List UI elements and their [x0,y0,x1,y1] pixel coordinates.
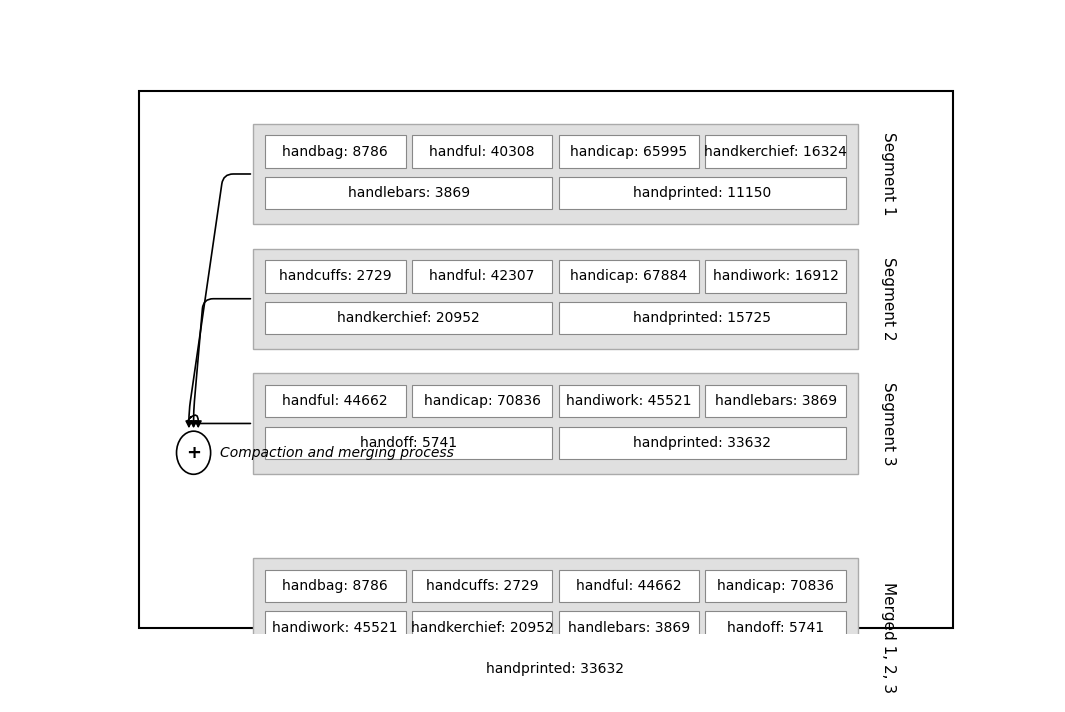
Text: handlebars: 3869: handlebars: 3869 [347,187,470,200]
Text: handiwork: 45521: handiwork: 45521 [273,621,398,634]
Text: handicap: 70836: handicap: 70836 [424,394,541,408]
Text: handprinted: 11150: handprinted: 11150 [634,187,771,200]
Bar [265,260,406,293]
Bar [559,426,846,459]
Text: handoff: 5741: handoff: 5741 [360,436,457,450]
Text: handprinted: 33632: handprinted: 33632 [487,662,624,676]
Bar [559,135,700,168]
Bar [265,570,406,602]
Bar [265,177,553,209]
Bar [705,135,846,168]
Text: handkerchief: 20952: handkerchief: 20952 [338,311,480,325]
Text: handoff: 5741: handoff: 5741 [727,621,824,634]
Text: handful: 44662: handful: 44662 [282,394,388,408]
Text: Segment 3: Segment 3 [881,382,897,465]
Bar [559,177,846,209]
Bar [265,653,846,685]
Text: handiwork: 45521: handiwork: 45521 [567,394,691,408]
Text: handicap: 70836: handicap: 70836 [718,579,834,593]
Bar [412,612,553,644]
Bar [265,612,406,644]
Bar [705,260,846,293]
Text: handbag: 8786: handbag: 8786 [282,145,388,159]
Text: handbag: 8786: handbag: 8786 [282,579,388,593]
Text: handcuffs: 2729: handcuffs: 2729 [279,269,392,283]
Text: handkerchief: 16324: handkerchief: 16324 [704,145,848,159]
Bar [705,612,846,644]
Text: +: + [186,444,201,461]
Bar [253,248,857,349]
Text: handful: 42307: handful: 42307 [429,269,535,283]
Text: handkerchief: 20952: handkerchief: 20952 [411,621,554,634]
Bar [412,385,553,417]
Text: handlebars: 3869: handlebars: 3869 [568,621,690,634]
Bar [559,260,700,293]
Bar [559,612,700,644]
Text: handprinted: 33632: handprinted: 33632 [634,436,771,450]
Text: handful: 44662: handful: 44662 [576,579,682,593]
Text: handiwork: 16912: handiwork: 16912 [712,269,839,283]
Bar [253,373,857,473]
Bar [412,135,553,168]
Ellipse shape [177,431,211,474]
Bar [705,385,846,417]
Text: Segment 1: Segment 1 [881,132,897,216]
Bar [253,558,857,712]
Text: handicap: 65995: handicap: 65995 [571,145,688,159]
Text: handlebars: 3869: handlebars: 3869 [715,394,837,408]
Bar [412,570,553,602]
Bar [559,570,700,602]
Bar [265,135,406,168]
Text: Compaction and merging process: Compaction and merging process [220,446,454,460]
Bar [253,124,857,224]
Bar [265,302,553,334]
Text: handprinted: 15725: handprinted: 15725 [634,311,771,325]
Text: Merged 1, 2, 3: Merged 1, 2, 3 [881,582,897,693]
Bar [705,570,846,602]
Text: Segment 2: Segment 2 [881,257,897,340]
Bar [559,302,846,334]
Text: handicap: 67884: handicap: 67884 [571,269,688,283]
Bar [412,260,553,293]
Bar [559,385,700,417]
Text: handful: 40308: handful: 40308 [429,145,535,159]
Bar [265,426,553,459]
Bar [265,385,406,417]
Text: handcuffs: 2729: handcuffs: 2729 [426,579,539,593]
